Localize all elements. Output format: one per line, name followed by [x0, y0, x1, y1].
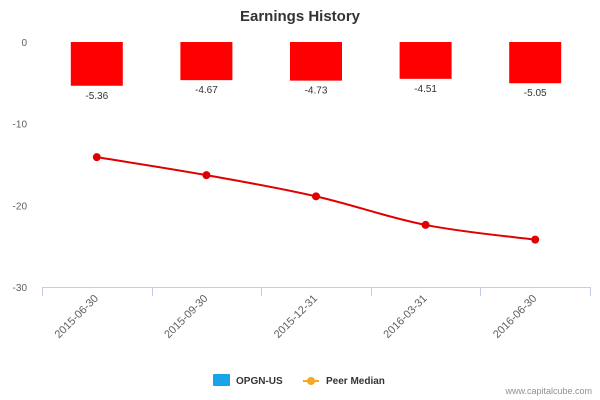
bar: [290, 42, 342, 81]
y-axis: 0 -10 -20 -30: [13, 38, 28, 294]
y-tick-label: -30: [13, 283, 28, 294]
credit-text: www.capitalcube.com: [504, 386, 592, 396]
bar-data-label: -5.05: [524, 88, 547, 99]
y-tick-label: -10: [13, 120, 28, 131]
bar: [399, 42, 452, 79]
y-tick-label: 0: [21, 38, 27, 49]
x-tick-label: 2016-06-30: [491, 293, 539, 341]
y-tick-label: -20: [13, 201, 28, 212]
bar-data-labels: -5.36 -4.67 -4.73 -4.51 -5.05: [85, 84, 547, 102]
bar: [70, 42, 123, 86]
bar-data-label: -4.73: [305, 86, 328, 97]
legend-label-opgn-us: OPGN-US: [236, 376, 283, 387]
x-tick-label: 2015-06-30: [53, 293, 101, 341]
bar-data-label: -4.67: [195, 85, 218, 96]
peer-median-point: [202, 171, 211, 180]
x-tick-label: 2015-12-31: [272, 293, 320, 341]
peer-median-series: [92, 153, 540, 244]
legend-label-peer-median: Peer Median: [326, 376, 385, 387]
peer-median-point: [92, 153, 101, 162]
legend: OPGN-US Peer Median: [213, 374, 385, 387]
bar-data-label: -5.36: [85, 91, 108, 102]
peer-median-point: [421, 220, 430, 229]
chart-title: Earnings History: [240, 8, 361, 25]
bar-series: [70, 42, 562, 86]
legend-marker-peer-median: [307, 377, 315, 385]
x-tick-label: 2016-03-31: [381, 293, 429, 341]
x-axis: 2015-06-30 2015-09-30 2015-12-31 2016-03-31…: [42, 287, 591, 341]
peer-median-point: [312, 192, 320, 201]
bar-data-label: -4.51: [414, 84, 437, 95]
bar: [180, 42, 233, 81]
x-tick-label: 2015-09-30: [162, 293, 210, 341]
peer-median-point: [531, 235, 540, 244]
legend-swatch-opgn-us: [213, 374, 230, 386]
bar: [509, 42, 562, 84]
